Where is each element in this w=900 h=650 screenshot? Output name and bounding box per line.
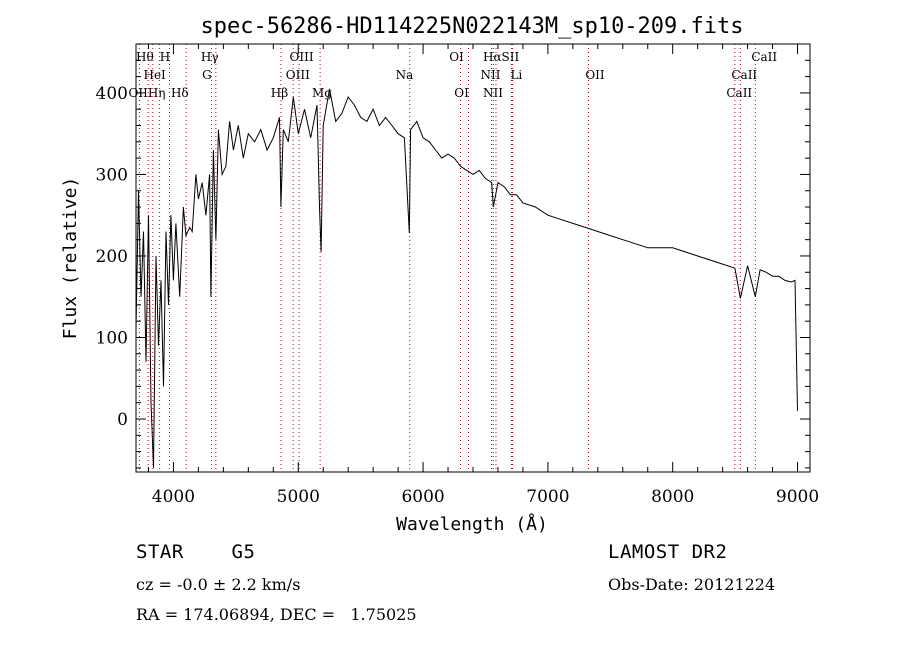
spectral-line-labels: Hθ H Hγ OIII OI HαSII CaII HeI G OIII Na NII Li OII Ca… [129, 50, 778, 100]
x-axis-label: Wavelength (Å) [396, 513, 548, 535]
x-tick-6000: 6000 [401, 44, 445, 507]
line-label-20: NII [483, 86, 503, 100]
x-axis-ticks: 4000 5000 6000 7000 8000 9000 [147, 44, 819, 507]
line-label-12: Li [510, 68, 522, 82]
observation-date: Obs-Date: 20121224 [608, 575, 776, 594]
line-label-21: CaII [726, 86, 752, 100]
y-tick-label: 0 [117, 410, 128, 430]
x-tick-label: 9000 [776, 487, 819, 507]
survey-name: LAMOST DR2 [608, 541, 728, 563]
line-label-6: CaII [751, 50, 777, 64]
line-label-19: OI [454, 86, 469, 100]
line-label-2: Hγ [201, 50, 219, 64]
line-label-15: OIIHη [129, 86, 166, 100]
line-label-5: HαSII [483, 50, 520, 64]
line-label-16: Hδ [171, 86, 189, 100]
spectral-line-markers [138, 44, 756, 472]
redshift-velocity: cz = -0.0 ± 2.2 km/s [136, 575, 301, 594]
x-tick-4000: 4000 [152, 44, 195, 507]
line-label-10: Na [396, 68, 414, 82]
x-tick-9000: 9000 [776, 44, 819, 507]
x-tick-label: 7000 [526, 487, 569, 507]
line-label-1: H [160, 50, 170, 64]
x-tick-label: 5000 [277, 487, 320, 507]
y-tick-300: 300 [96, 165, 810, 185]
x-tick-7000: 7000 [526, 44, 570, 507]
line-label-8: G [202, 68, 212, 82]
line-label-13: OII [585, 68, 605, 82]
spectrum-line [135, 88, 798, 468]
y-tick-label: 100 [96, 328, 128, 348]
line-label-11: NII [480, 68, 500, 82]
y-tick-label: 300 [96, 165, 128, 185]
y-tick-label: 200 [96, 247, 128, 267]
y-tick-400: 400 [96, 84, 810, 104]
y-tick-100: 100 [96, 328, 810, 348]
line-label-18: Mg [312, 86, 332, 100]
y-tick-label: 400 [96, 84, 128, 104]
line-label-14: CaII [731, 68, 757, 82]
line-label-7: HeI [143, 68, 166, 82]
line-label-17: Hβ [271, 86, 288, 100]
line-label-0: Hθ [136, 50, 154, 64]
y-axis-ticks: 0 100 200 300 400 [96, 43, 810, 469]
object-type: STAR G5 [136, 541, 256, 563]
x-tick-label: 8000 [651, 487, 694, 507]
plot-frame [135, 43, 811, 473]
coordinates: RA = 174.06894, DEC = 1.75025 [136, 605, 417, 624]
x-tick-5000: 5000 [277, 44, 320, 507]
x-tick-label: 4000 [152, 487, 195, 507]
line-label-3: OIII [290, 50, 314, 64]
y-axis-label: Flux (relative) [60, 177, 81, 340]
chart-title: spec-56286-HD114225N022143M_sp10-209.fit… [200, 14, 743, 39]
y-tick-0: 0 [117, 410, 810, 430]
y-tick-200: 200 [96, 247, 810, 267]
x-tick-label: 6000 [401, 487, 444, 507]
x-tick-8000: 8000 [651, 44, 694, 507]
line-label-4: OI [449, 50, 464, 64]
line-label-9: OIII [286, 68, 310, 82]
